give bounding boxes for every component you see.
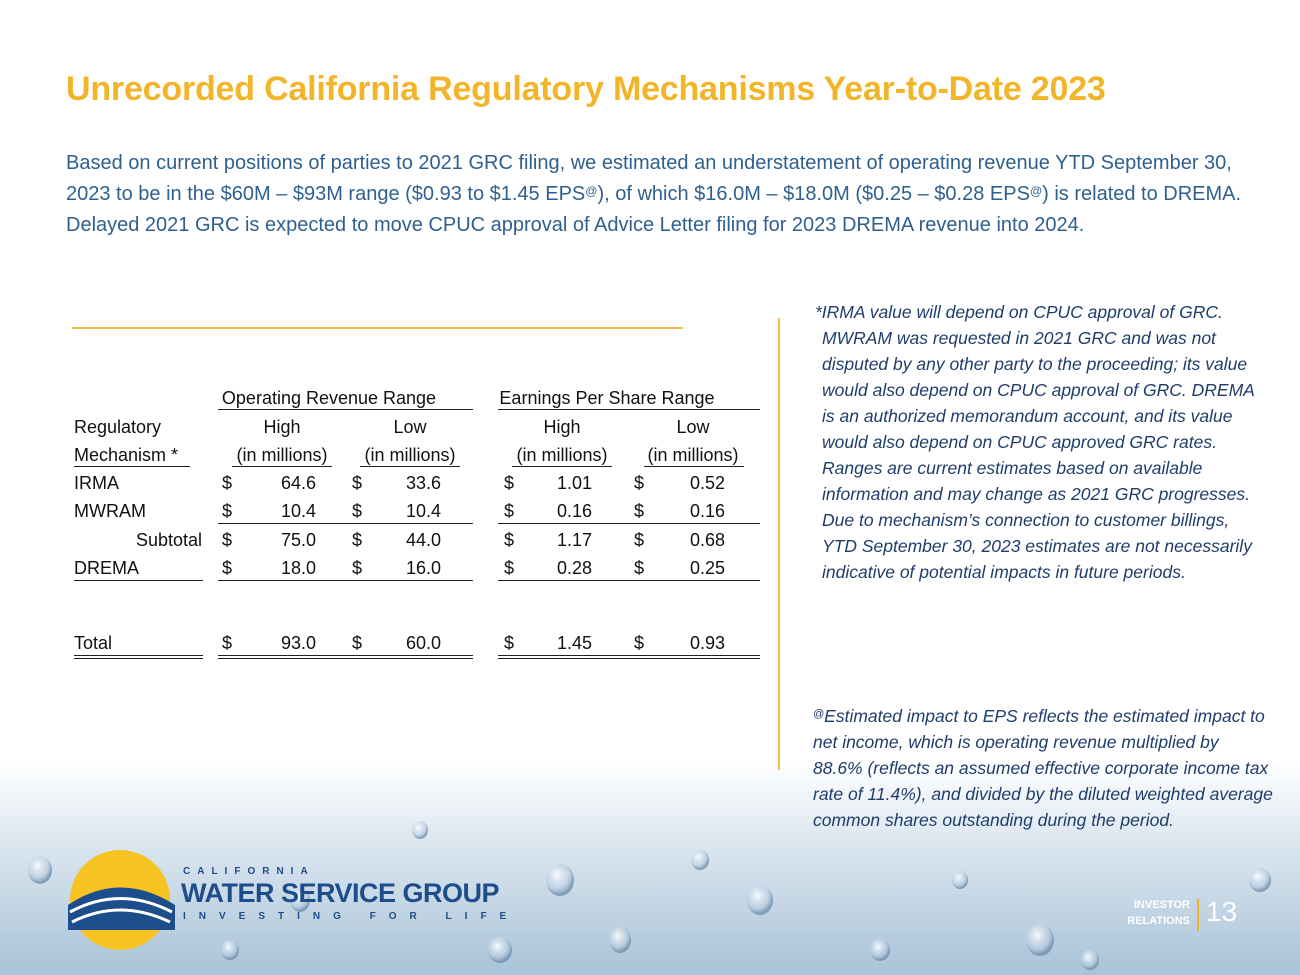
- table-cell: 1.17: [556, 530, 592, 550]
- footer-label: RELATIONS: [1127, 915, 1190, 927]
- table-cell: Subtotal: [135, 530, 202, 550]
- table-cell: $: [222, 473, 233, 493]
- rule: [74, 466, 190, 467]
- table-cell: $: [222, 558, 233, 578]
- logo-text: WATER SERVICE GROUP: [181, 878, 500, 908]
- table-cell: 93.0: [280, 633, 316, 653]
- rule: [498, 658, 760, 659]
- table-cell: Earnings Per Share Range: [499, 388, 715, 408]
- table-cell: 75.0: [280, 530, 316, 550]
- table-cell: $: [634, 558, 645, 578]
- table-cell: 1.01: [556, 473, 592, 493]
- rule: [218, 655, 473, 656]
- intro-part: ), of which $16.0M – $18.0M ($0.25 – $0.…: [597, 183, 1030, 205]
- table-cell: 0.68: [689, 530, 725, 550]
- superscript: @: [1029, 184, 1043, 198]
- table-cell: $: [634, 473, 645, 493]
- page-number: 13: [1206, 896, 1238, 927]
- table-cell: Low: [676, 417, 710, 437]
- divider: [72, 327, 683, 329]
- table-cell: $: [634, 633, 645, 653]
- table-cell: $: [634, 501, 645, 521]
- table-cell: IRMA: [74, 473, 119, 493]
- rule: [360, 466, 460, 467]
- table-cell: 18.0: [280, 558, 316, 578]
- table-cell: 0.16: [556, 501, 592, 521]
- logo-mark: [68, 850, 175, 950]
- title: Unrecorded California Regulatory Mechani…: [66, 70, 1106, 108]
- rule: [218, 580, 473, 581]
- table-cell: 10.4: [405, 501, 441, 521]
- table-cell: MWRAM: [74, 501, 146, 521]
- table-cell: 0.25: [689, 558, 725, 578]
- rule: [74, 655, 203, 656]
- table-cell: $: [504, 558, 515, 578]
- table-cell: $: [634, 530, 645, 550]
- table-cell: $: [504, 501, 515, 521]
- table-cell: $: [352, 558, 363, 578]
- table-cell: $: [222, 501, 233, 521]
- rule: [218, 658, 473, 659]
- rule: [74, 580, 203, 581]
- intro-part: Based on current positions of parties to…: [66, 152, 1232, 205]
- footnote: *IRMA value will depend on CPUC approval…: [815, 302, 1255, 582]
- table-cell: 64.6: [280, 473, 316, 493]
- rule: [74, 658, 203, 659]
- rule: [218, 523, 473, 524]
- table-cell: Regulatory: [74, 417, 162, 437]
- table-cell: (in millions): [364, 445, 456, 465]
- table-cell: 44.0: [405, 530, 441, 550]
- rule: [498, 523, 760, 524]
- intro-text: Based on current positions of parties to…: [66, 148, 1246, 241]
- rule: [218, 409, 473, 410]
- table-cell: 1.45: [556, 633, 592, 653]
- table-cell: $: [222, 633, 233, 653]
- table-cell: $: [352, 473, 363, 493]
- table-cell: $: [504, 633, 515, 653]
- logo-text: INVESTING FOR LIFE: [183, 911, 520, 922]
- intro-part: ) is related to DREMA. Delayed 2021 GRC …: [66, 183, 1242, 236]
- table-cell: 0.93: [689, 633, 725, 653]
- table-cell: DREMA: [74, 558, 140, 578]
- logo-text: CALIFORNIA: [183, 866, 315, 877]
- rule: [498, 655, 760, 656]
- table-cell: High: [543, 417, 581, 437]
- rule: [498, 580, 760, 581]
- table-cell: $: [352, 633, 363, 653]
- divider: [1197, 899, 1199, 931]
- table-cell: $: [352, 530, 363, 550]
- rule: [498, 409, 760, 410]
- table-cell: Total: [74, 633, 113, 653]
- table-cell: (in millions): [516, 445, 608, 465]
- table-cell: (in millions): [236, 445, 328, 465]
- table-cell: 0.52: [689, 473, 725, 493]
- divider: [778, 318, 780, 770]
- rule: [232, 466, 332, 467]
- table-cell: 60.0: [405, 633, 441, 653]
- table-cell: $: [504, 473, 515, 493]
- rule: [644, 466, 744, 467]
- superscript: @: [585, 184, 598, 198]
- table-cell: Mechanism *: [74, 445, 179, 465]
- table-cell: 33.6: [405, 473, 441, 493]
- table-cell: 10.4: [280, 501, 316, 521]
- table-cell: Operating Revenue Range: [221, 388, 437, 408]
- table-cell: $: [504, 530, 515, 550]
- table-cell: Low: [393, 417, 427, 437]
- footer-label: INVESTOR: [1133, 899, 1190, 911]
- footnote: @Estimated impact to EPS reflects the es…: [813, 703, 1273, 833]
- table-cell: $: [222, 530, 233, 550]
- table-cell: 16.0: [405, 558, 441, 578]
- table-cell: (in millions): [647, 445, 739, 465]
- table-cell: 0.28: [556, 558, 592, 578]
- footnote-text: Estimated impact to EPS reflects the est…: [813, 706, 1273, 830]
- rule: [512, 466, 612, 467]
- table-cell: 0.16: [689, 501, 725, 521]
- table-cell: High: [263, 417, 301, 437]
- table-cell: $: [352, 501, 363, 521]
- superscript: @: [813, 708, 825, 720]
